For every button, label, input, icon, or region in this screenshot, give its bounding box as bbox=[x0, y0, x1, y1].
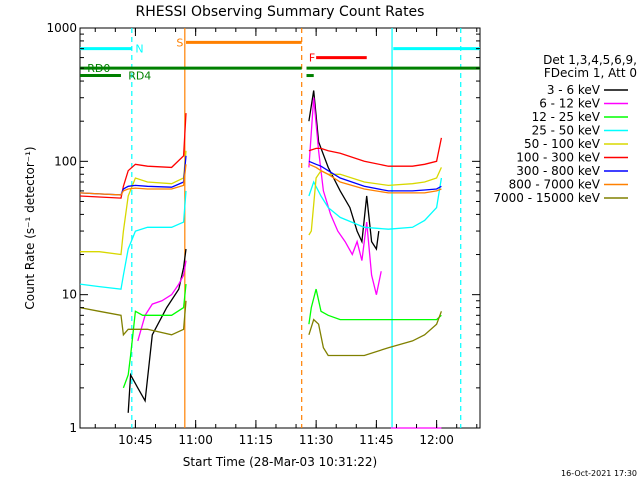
series-line-6 bbox=[79, 113, 443, 199]
legend-label-3: 12 - 25 keV bbox=[532, 110, 601, 124]
legend-label-8: 800 - 7000 keV bbox=[509, 178, 601, 192]
flag-label-s: S bbox=[176, 36, 183, 49]
y-tick-label: 1000 bbox=[46, 21, 77, 35]
y-tick-label: 10 bbox=[62, 288, 77, 302]
legend-label-5: 50 - 100 keV bbox=[524, 137, 601, 151]
series-line-5 bbox=[80, 150, 442, 256]
series-line-1 bbox=[127, 90, 380, 413]
series-line-4 bbox=[79, 177, 443, 290]
flag-label-rd0: RD0 bbox=[87, 62, 110, 75]
series-line-8 bbox=[79, 163, 442, 196]
x-tick-label: 12:00 bbox=[419, 433, 454, 447]
legend-label-9: 7000 - 15000 keV bbox=[493, 191, 600, 205]
y-tick-label: 100 bbox=[54, 154, 77, 168]
plot-frame bbox=[79, 27, 481, 429]
legend-label-7: 300 - 800 keV bbox=[516, 164, 600, 178]
x-tick-label: 11:45 bbox=[359, 433, 394, 447]
legend-label-4: 25 - 50 keV bbox=[532, 124, 601, 138]
x-tick-label: 11:15 bbox=[239, 433, 274, 447]
chart-title: RHESSI Observing Summary Count Rates bbox=[136, 4, 425, 20]
flag-label-n: N bbox=[135, 43, 143, 56]
series-line-3 bbox=[122, 284, 442, 389]
series-line-9 bbox=[79, 300, 443, 357]
x-tick-label: 10:45 bbox=[118, 433, 153, 447]
legend-header-line-1: Det 1,3,4,5,6,9, bbox=[543, 53, 637, 67]
x-tick-label: 11:30 bbox=[299, 433, 334, 447]
legend-header-line-2: FDecim 1, Att 0 bbox=[544, 66, 637, 80]
y-axis-label: Count Rate (s⁻¹ detector⁻¹) bbox=[23, 146, 37, 309]
x-axis-label: Start Time (28-Mar-03 10:31:22) bbox=[183, 455, 377, 469]
legend-label-1: 3 - 6 keV bbox=[547, 83, 601, 97]
series-line-2 bbox=[137, 97, 442, 429]
legend-label-6: 100 - 300 keV bbox=[516, 151, 600, 165]
y-tick-label: 1 bbox=[69, 421, 77, 435]
legend-label-2: 6 - 12 keV bbox=[539, 97, 601, 111]
flag-label-f: F bbox=[309, 52, 315, 65]
flag-label-rd4: RD4 bbox=[128, 70, 151, 83]
x-tick-label: 11:00 bbox=[178, 433, 213, 447]
plot-timestamp: 16-Oct-2021 17:30 bbox=[561, 469, 637, 478]
series-line-7 bbox=[79, 155, 442, 196]
